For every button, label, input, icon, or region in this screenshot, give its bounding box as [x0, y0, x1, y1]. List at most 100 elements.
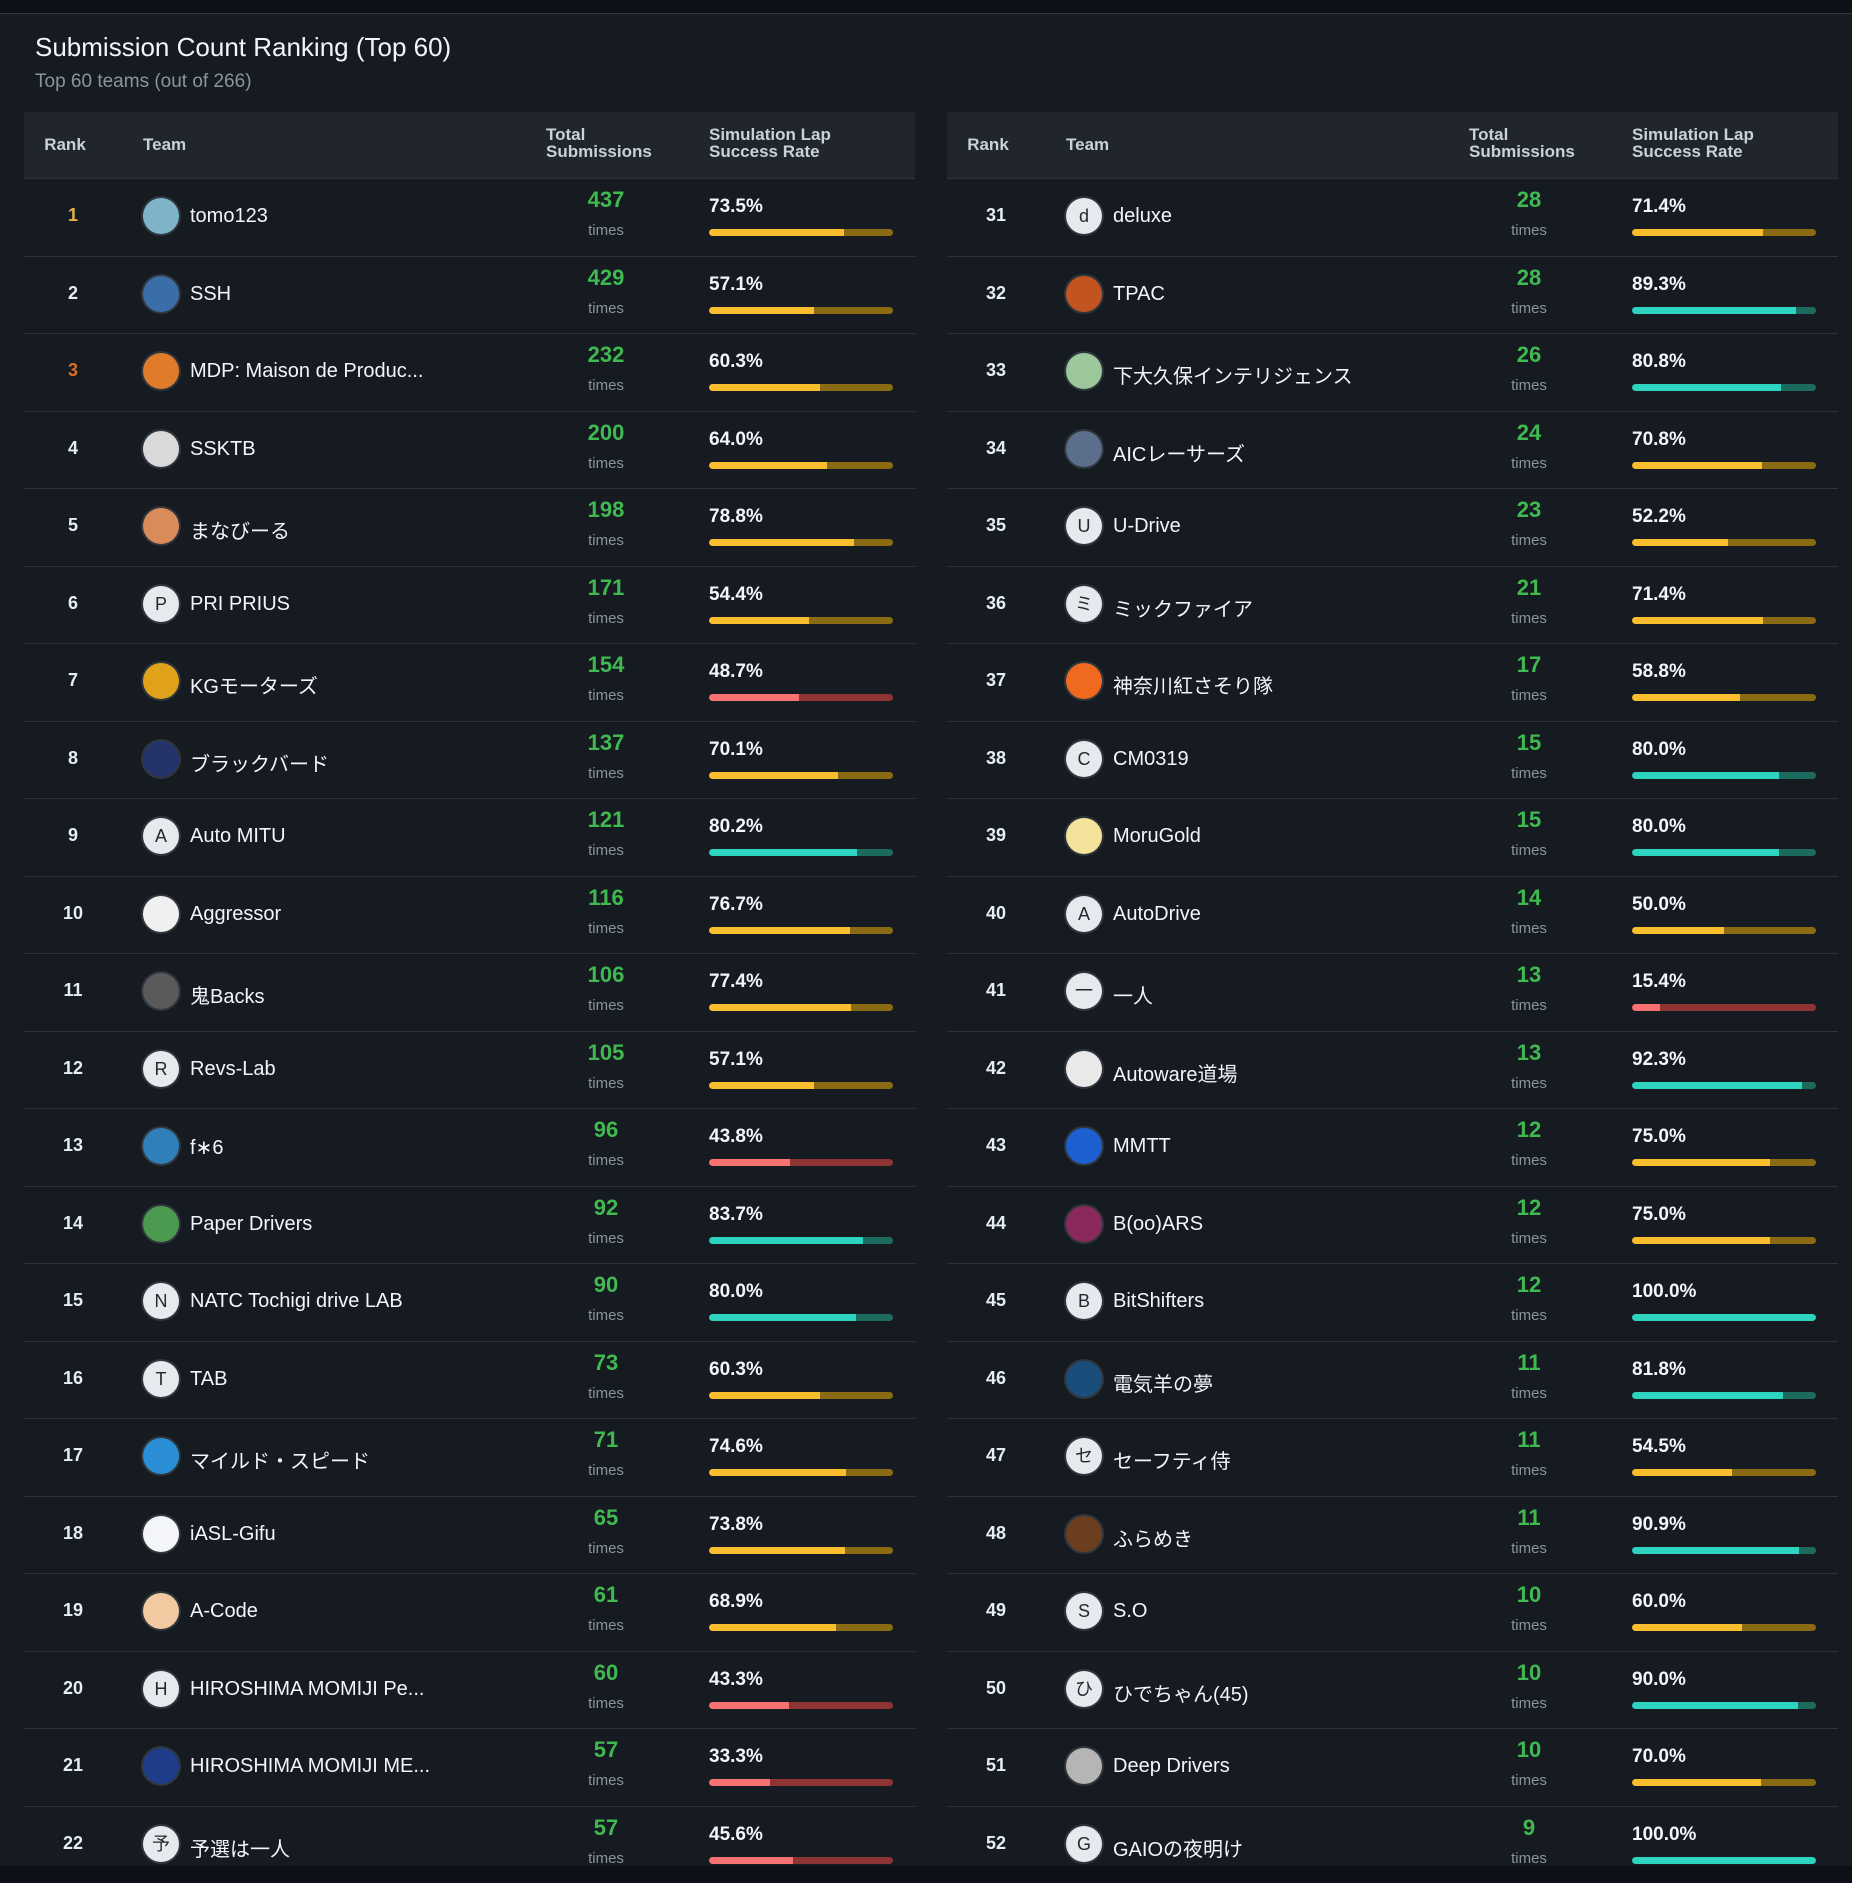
success-rate-bar-fill [709, 1547, 845, 1554]
team-name[interactable]: MoruGold [1113, 825, 1201, 848]
team-name[interactable]: GAIOの夜明け [1113, 1833, 1243, 1862]
team-name[interactable]: Autoware道場 [1113, 1058, 1238, 1087]
team-name[interactable]: ミックファイア [1113, 593, 1253, 622]
times-label: times [554, 1462, 658, 1479]
team-name[interactable]: iASL-Gifu [190, 1523, 276, 1546]
team-name[interactable]: AutoDrive [1113, 903, 1201, 926]
team-name[interactable]: Paper Drivers [190, 1213, 312, 1236]
team-name[interactable]: マイルド・スピード [190, 1445, 370, 1474]
team-name[interactable]: ブラックバード [190, 748, 329, 777]
team-name[interactable]: NATC Tochigi drive LAB [190, 1290, 403, 1313]
team-name[interactable]: BitShifters [1113, 1290, 1204, 1313]
team-name[interactable]: TPAC [1113, 283, 1165, 306]
team-name[interactable]: 鬼Backs [190, 980, 264, 1009]
team-name[interactable]: 下大久保インテリジェンス [1113, 360, 1353, 389]
table-header: Rank Team Total Submissions Simulation L… [947, 112, 1838, 178]
team-name[interactable]: ふらめき [1113, 1523, 1193, 1552]
team-name[interactable]: Deep Drivers [1113, 1755, 1230, 1778]
team-name[interactable]: 一人 [1113, 980, 1153, 1009]
team-name[interactable]: KGモーターズ [190, 670, 318, 699]
success-rate-value: 50.0% [1632, 894, 1686, 916]
team-name[interactable]: ひでちゃん(45) [1113, 1678, 1249, 1707]
team-name[interactable]: 神奈川紅さそり隊 [1113, 670, 1273, 699]
team-name[interactable]: Aggressor [190, 903, 281, 926]
team-name[interactable]: HIROSHIMA MOMIJI ME... [190, 1755, 430, 1778]
team-name[interactable]: Auto MITU [190, 825, 286, 848]
team-name[interactable]: SSKTB [190, 438, 256, 461]
success-rate-value: 57.1% [709, 274, 763, 296]
team-name[interactable]: A-Code [190, 1600, 258, 1623]
team-name[interactable]: f∗6 [190, 1135, 223, 1160]
success-rate-bar-fill [709, 694, 799, 701]
times-label: times [554, 1772, 658, 1789]
team-name[interactable]: 予選は一人 [190, 1833, 290, 1862]
team-name[interactable]: tomo123 [190, 205, 268, 228]
team-name[interactable]: deluxe [1113, 205, 1172, 228]
team-name[interactable]: MMTT [1113, 1135, 1171, 1158]
team-name[interactable]: TAB [190, 1368, 227, 1391]
team-name[interactable]: AICレーサーズ [1113, 438, 1245, 467]
team-name[interactable]: CM0319 [1113, 748, 1189, 771]
team-name[interactable]: MDP: Maison de Produc... [190, 360, 423, 383]
team-name[interactable]: PRI PRIUS [190, 593, 290, 616]
team-name[interactable]: 電気羊の夢 [1113, 1368, 1213, 1397]
team-name[interactable]: HIROSHIMA MOMIJI Pe... [190, 1678, 424, 1701]
team-name[interactable]: Revs-Lab [190, 1058, 276, 1081]
team-name[interactable]: B(oo)ARS [1113, 1213, 1203, 1236]
team-name[interactable]: セーフティ侍 [1113, 1445, 1231, 1474]
success-rate-bar-fill [709, 229, 844, 236]
submission-count: 200 [554, 420, 658, 446]
rank-number: 47 [947, 1445, 1045, 1466]
initial-avatar: ミ [1066, 586, 1102, 622]
team-name[interactable]: SSH [190, 283, 231, 306]
team-name[interactable]: U-Drive [1113, 515, 1181, 538]
success-rate-bar [1632, 694, 1816, 701]
team-name[interactable]: まなびーる [190, 515, 290, 544]
team-name[interactable]: S.O [1113, 1600, 1147, 1623]
